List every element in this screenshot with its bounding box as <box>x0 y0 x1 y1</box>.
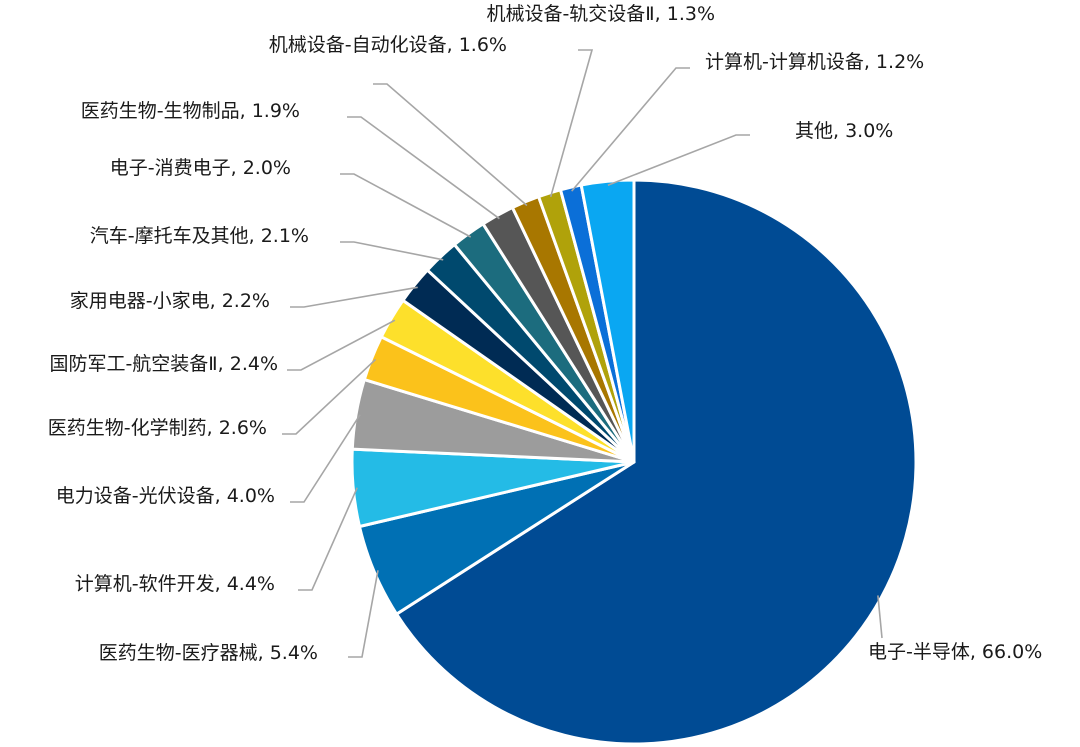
leader-line-10 <box>373 83 528 207</box>
slice-label-12: 计算机-计算机设备, 1.2% <box>705 51 924 73</box>
pie-slice-0 <box>395 178 918 746</box>
leader-line-3 <box>290 414 361 503</box>
leader-line-1 <box>348 570 379 658</box>
slice-label-3: 电力设备-光伏设备, 4.0% <box>56 485 275 507</box>
slice-label-11: 机械设备-轨交设备Ⅱ, 1.3% <box>486 3 715 25</box>
slice-label-8: 电子-消费电子, 2.0% <box>110 157 291 179</box>
slice-label-2: 计算机-软件开发, 4.4% <box>75 573 275 595</box>
leader-line-2 <box>298 487 358 591</box>
leader-line-4 <box>282 358 377 435</box>
slice-label-6: 家用电器-小家电, 2.2% <box>70 290 270 312</box>
leader-line-13 <box>607 134 750 186</box>
leader-line-0 <box>877 595 883 639</box>
leader-line-7 <box>340 241 444 261</box>
slice-label-13: 其他, 3.0% <box>795 120 893 142</box>
leader-line-9 <box>347 116 500 220</box>
slice-label-0: 电子-半导体, 66.0% <box>868 641 1042 663</box>
leader-line-11 <box>549 49 594 198</box>
leader-line-6 <box>290 286 418 308</box>
slice-label-7: 汽车-摩托车及其他, 2.1% <box>90 225 309 247</box>
slice-labels: 电子-半导体, 66.0% 医药生物-医疗器械, 5.4% 计算机-软件开发, 4.… <box>48 3 1043 664</box>
slice-label-4: 医药生物-化学制药, 2.6% <box>48 417 267 439</box>
slice-label-5: 国防军工-航空装备Ⅱ, 2.4% <box>49 353 278 375</box>
pie-slices <box>350 178 918 746</box>
leader-line-8 <box>340 173 472 238</box>
leader-lines <box>282 49 883 658</box>
slice-label-1: 医药生物-医疗器械, 5.4% <box>99 642 318 664</box>
slice-label-10: 机械设备-自动化设备, 1.6% <box>269 34 507 56</box>
pie-slice-13 <box>579 178 636 464</box>
leader-line-5 <box>287 319 396 371</box>
slice-label-9: 医药生物-生物制品, 1.9% <box>81 100 300 122</box>
leader-line-12 <box>571 67 690 192</box>
